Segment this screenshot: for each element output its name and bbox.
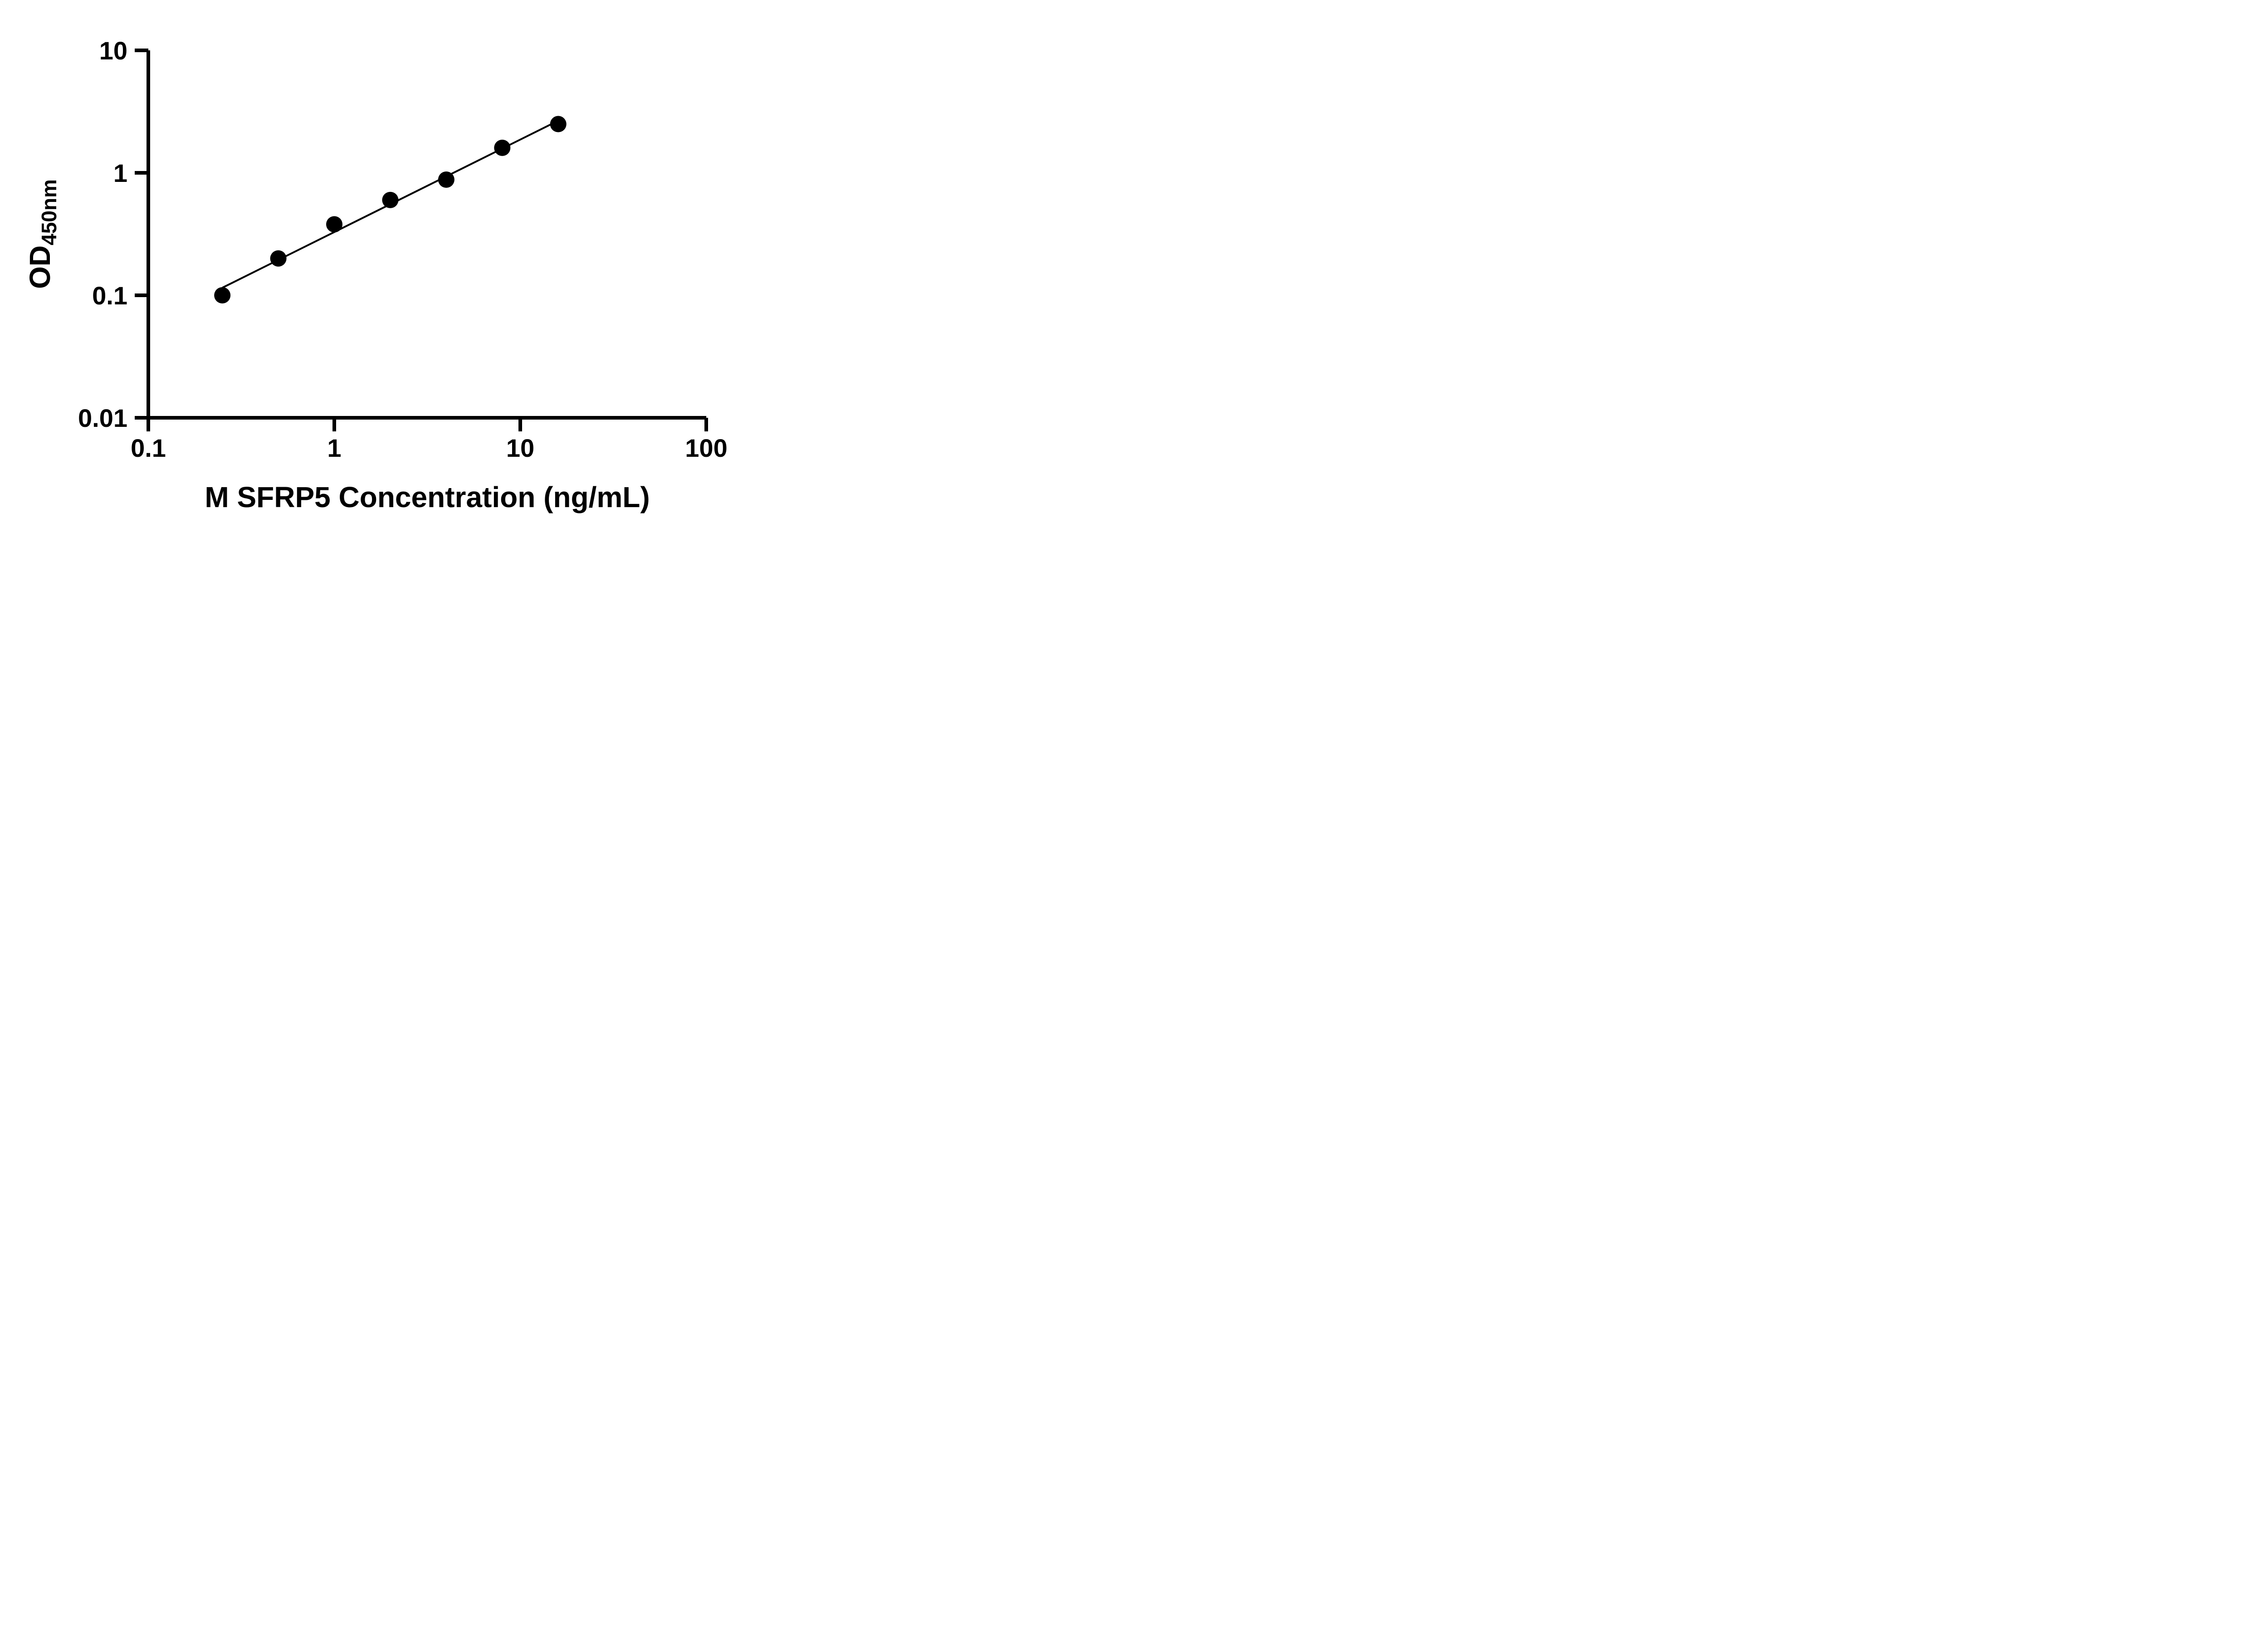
data-point xyxy=(438,171,455,188)
y-tick-label: 0.01 xyxy=(78,404,127,432)
x-axis-title: M SFRP5 Concentration (ng/mL) xyxy=(205,481,650,513)
y-tick-label: 0.1 xyxy=(92,281,127,310)
elisa-standard-curve-chart: 0.1 1 10 100 0.01 0.1 1 10 M SFRP5 Concentratio… xyxy=(0,0,777,544)
x-tick-label: 100 xyxy=(685,434,727,462)
data-point xyxy=(550,116,567,132)
data-point xyxy=(270,250,287,267)
data-point xyxy=(494,139,511,156)
y-axis-title-main: OD xyxy=(24,245,56,289)
y-tick-label: 10 xyxy=(99,36,127,65)
data-point xyxy=(382,191,399,208)
axis-lines xyxy=(147,50,706,420)
y-axis-title: OD450nm xyxy=(24,179,61,289)
x-tick-label: 0.1 xyxy=(131,434,166,462)
data-point xyxy=(326,216,342,233)
x-tick-label: 1 xyxy=(327,434,341,462)
y-tick-label: 1 xyxy=(113,159,127,187)
y-axis-title-subscript: 450nm xyxy=(37,179,61,245)
data-point xyxy=(214,287,231,303)
x-tick-label: 10 xyxy=(506,434,534,462)
